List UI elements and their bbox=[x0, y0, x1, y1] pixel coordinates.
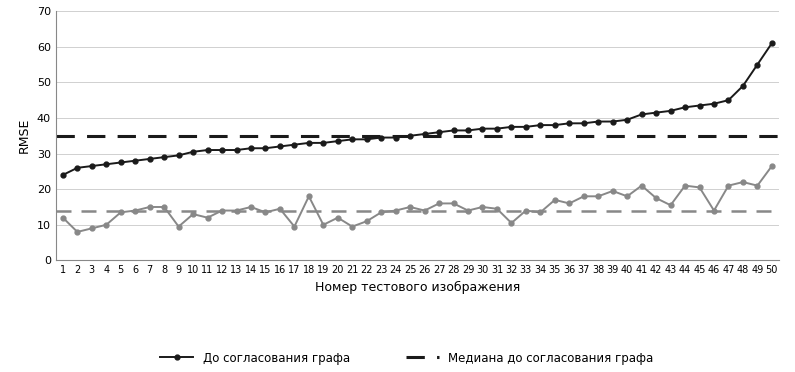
Legend: До согласования графа, После согласования графа, Медиана до согласования графа, : До согласования графа, После согласовани… bbox=[154, 346, 681, 372]
Y-axis label: RMSE: RMSE bbox=[18, 118, 31, 154]
X-axis label: Номер тестового изображения: Номер тестового изображения bbox=[315, 281, 520, 294]
